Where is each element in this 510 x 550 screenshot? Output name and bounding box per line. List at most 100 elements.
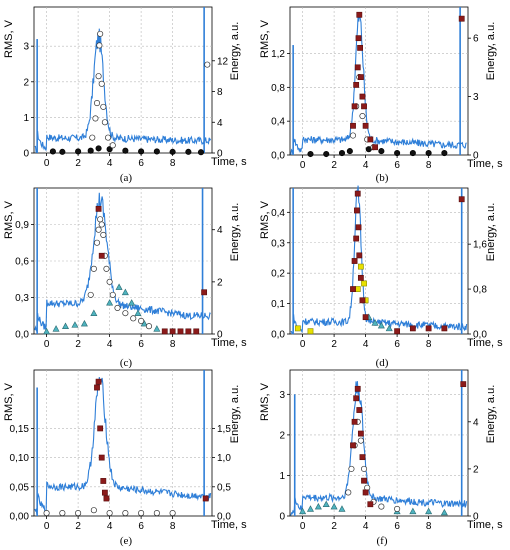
x-axis-label: Time, s bbox=[467, 337, 503, 349]
energy-marker bbox=[359, 113, 366, 120]
x-tick-label: 8 bbox=[426, 339, 432, 350]
energy-marker bbox=[185, 148, 192, 155]
y-right-tick-label: 0 bbox=[217, 149, 223, 160]
y-left-tick-label: 3 bbox=[279, 390, 285, 401]
energy-marker bbox=[307, 328, 314, 335]
x-tick-label: 8 bbox=[426, 160, 432, 171]
x-tick-label: 6 bbox=[138, 521, 144, 532]
y-left-axis-label: RMS, V bbox=[259, 200, 271, 239]
y-left-tick-label: 0,0 bbox=[271, 151, 285, 162]
y-right-tick-label: 0,0 bbox=[473, 330, 487, 341]
energy-series-open bbox=[89, 30, 211, 149]
x-tick-label: 0 bbox=[300, 160, 306, 171]
energy-marker bbox=[458, 15, 465, 22]
y-right-axis-label: Energy, a.u. bbox=[485, 22, 497, 81]
energy-marker bbox=[394, 505, 401, 512]
energy-marker bbox=[361, 103, 367, 110]
energy-marker bbox=[95, 226, 102, 233]
y-left-axis-label: RMS, V bbox=[259, 382, 271, 421]
energy-marker bbox=[109, 142, 116, 149]
energy-marker bbox=[357, 437, 364, 444]
energy-marker bbox=[90, 507, 97, 514]
energy-marker bbox=[96, 42, 103, 49]
y-left-tick-label: 0,6 bbox=[15, 257, 29, 268]
y-left-tick-label: 0 bbox=[23, 149, 29, 160]
x-tick-label: 2 bbox=[75, 339, 81, 350]
energy-marker bbox=[52, 325, 60, 332]
x-tick-label: 4 bbox=[107, 158, 113, 169]
x-axis-label: Time, s bbox=[211, 156, 247, 168]
energy-marker bbox=[350, 286, 356, 292]
energy-marker bbox=[357, 430, 364, 437]
y-left-tick-label: 0 bbox=[279, 512, 285, 523]
y-right-tick-label: 4 bbox=[217, 118, 223, 129]
energy-marker bbox=[169, 328, 176, 335]
energy-marker bbox=[95, 378, 102, 385]
energy-marker bbox=[98, 221, 105, 228]
energy-marker bbox=[95, 73, 102, 80]
energy-marker bbox=[357, 263, 364, 270]
energy-marker bbox=[106, 510, 113, 517]
x-tick-label: 6 bbox=[394, 160, 400, 171]
energy-marker bbox=[101, 489, 108, 496]
y-right-axis-label: Energy, a.u. bbox=[229, 203, 241, 262]
y-left-tick-label: 0,10 bbox=[10, 453, 30, 464]
y-right-tick-label: 0,8 bbox=[473, 285, 487, 296]
energy-marker bbox=[80, 319, 88, 327]
energy-marker bbox=[87, 291, 94, 298]
energy-marker bbox=[75, 510, 82, 517]
energy-marker bbox=[356, 252, 363, 259]
energy-marker bbox=[354, 64, 361, 71]
energy-marker bbox=[359, 297, 366, 304]
x-tick-label: 2 bbox=[75, 158, 81, 169]
energy-marker bbox=[367, 136, 374, 143]
energy-marker bbox=[122, 310, 129, 317]
x-tick-label: 8 bbox=[426, 521, 432, 532]
energy-marker bbox=[197, 149, 205, 156]
x-tick-label: 6 bbox=[138, 158, 144, 169]
energy-marker bbox=[350, 122, 356, 129]
y-left-tick-label: 3 bbox=[23, 42, 29, 53]
energy-marker bbox=[122, 147, 129, 154]
x-axis-label: Time, s bbox=[467, 158, 503, 170]
energy-marker bbox=[90, 309, 98, 316]
y-left-tick-label: 0,3 bbox=[15, 293, 29, 304]
energy-marker bbox=[95, 205, 102, 212]
energy-marker bbox=[349, 132, 357, 139]
energy-marker bbox=[361, 477, 367, 484]
x-tick-label: 2 bbox=[331, 521, 337, 532]
energy-marker bbox=[378, 148, 385, 155]
energy-marker bbox=[97, 425, 104, 432]
plot-frame bbox=[289, 6, 469, 156]
y-left-tick-label: 0,4 bbox=[271, 208, 285, 219]
energy-marker bbox=[409, 507, 417, 515]
energy-marker bbox=[354, 207, 360, 214]
energy-marker bbox=[90, 265, 97, 272]
energy-marker bbox=[103, 265, 110, 272]
y-left-axis-label: RMS, V bbox=[259, 19, 271, 58]
energy-marker bbox=[377, 321, 385, 329]
x-tick-label: 0 bbox=[300, 521, 306, 532]
chart-panel-b: 0 2 4 6 8 Time, s 0,0 0,4 0,8 1,2 0 3 6 RMS, V Energy,… bbox=[259, 6, 503, 184]
panel-caption: (c) bbox=[120, 357, 133, 369]
energy-marker bbox=[354, 385, 361, 392]
y-left-tick-label: 2 bbox=[279, 430, 285, 441]
energy-marker bbox=[460, 381, 467, 388]
energy-marker bbox=[394, 150, 401, 157]
x-tick-label: 0 bbox=[44, 158, 50, 169]
y-left-axis-label: RMS, V bbox=[3, 200, 15, 239]
energy-marker bbox=[357, 274, 364, 281]
chart-panel-c: 0 2 4 6 8 Time, s 0,0 0,3 0,6 0,9 0 2 4 RMS, V Energy,… bbox=[3, 187, 247, 369]
energy-marker bbox=[356, 407, 363, 413]
energy-marker bbox=[367, 501, 374, 508]
energy-marker bbox=[145, 323, 153, 330]
x-tick-label: 0 bbox=[44, 521, 50, 532]
energy-marker bbox=[100, 231, 107, 238]
energy-marker bbox=[153, 510, 160, 517]
energy-marker bbox=[351, 103, 358, 110]
energy-marker bbox=[425, 507, 433, 515]
energy-marker bbox=[130, 315, 137, 322]
energy-marker bbox=[354, 286, 361, 292]
x-tick-label: 4 bbox=[107, 339, 113, 350]
y-right-tick-label: 1,0 bbox=[217, 453, 231, 464]
